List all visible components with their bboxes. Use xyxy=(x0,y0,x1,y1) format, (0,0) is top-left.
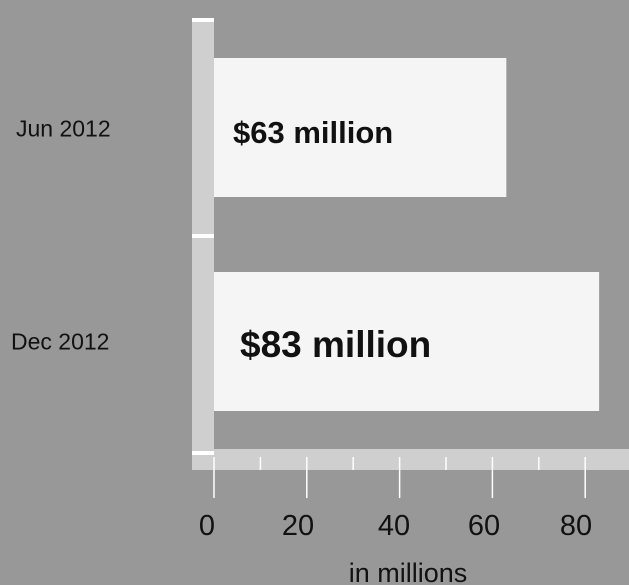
bar-data-label-dec-2012: $83 million xyxy=(240,324,432,365)
bar-dec-2012 xyxy=(214,272,600,411)
bar-data-label-jun-2012: $63 million xyxy=(233,115,394,150)
bars xyxy=(214,58,600,411)
x-tick-label-80: 80 xyxy=(559,510,593,542)
axes xyxy=(192,18,629,470)
x-tick-label-20: 20 xyxy=(281,510,315,542)
y-axis-band xyxy=(192,20,214,460)
x-tick-label-60: 60 xyxy=(467,510,501,542)
x-ticks xyxy=(213,457,586,498)
y-axis-tick-2 xyxy=(192,451,214,455)
x-axis-band xyxy=(192,449,629,470)
category-label-dec-2012: Dec 2012 xyxy=(11,328,110,355)
x-tick-label-40: 40 xyxy=(377,510,411,542)
y-axis-tick-1 xyxy=(192,234,214,238)
y-axis-tick-0 xyxy=(192,18,214,22)
x-axis-title: in millions xyxy=(348,558,468,585)
bar-jun-2012 xyxy=(214,58,507,197)
x-tick-label-0: 0 xyxy=(198,510,216,542)
category-label-jun-2012: Jun 2012 xyxy=(16,115,111,142)
